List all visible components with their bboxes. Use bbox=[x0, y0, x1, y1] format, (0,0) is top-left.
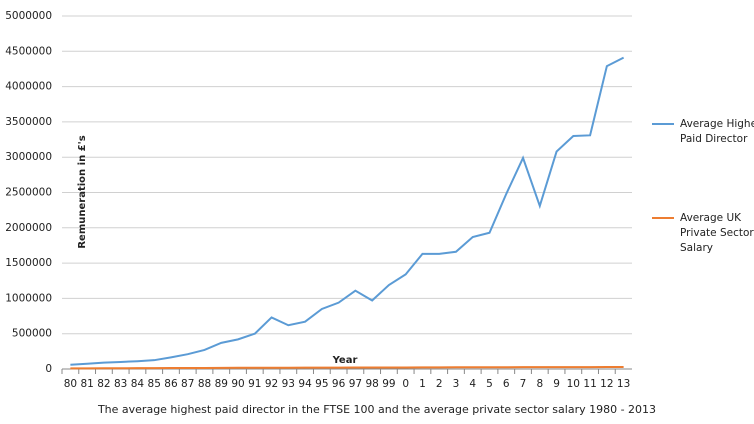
x-axis-label: Year bbox=[332, 355, 358, 366]
x-tick-label: 91 bbox=[248, 378, 261, 390]
x-tick-label: 7 bbox=[520, 378, 527, 390]
x-tick-label: 2 bbox=[436, 378, 443, 390]
y-tick-label: 1500000 bbox=[5, 257, 52, 269]
y-tick-label: 2000000 bbox=[5, 222, 52, 234]
series-line bbox=[70, 56, 625, 366]
x-tick-label: 81 bbox=[80, 378, 93, 390]
legend-label: Average Highest Paid Director bbox=[680, 118, 754, 145]
x-tick-label: 6 bbox=[503, 378, 510, 390]
x-tick-label: 82 bbox=[97, 378, 110, 390]
x-tick-label: 0 bbox=[402, 378, 409, 390]
x-tick-label: 93 bbox=[282, 378, 295, 390]
y-axis-label: Remuneration in £'s bbox=[77, 135, 88, 248]
x-tick-label: 99 bbox=[382, 378, 395, 390]
x-tick-label: 8 bbox=[536, 378, 543, 390]
x-tick-label: 88 bbox=[198, 378, 211, 390]
x-tick-label: 4 bbox=[469, 378, 476, 390]
x-tick-label: 3 bbox=[453, 378, 460, 390]
y-tick-label: 3000000 bbox=[5, 151, 52, 163]
x-tick-label: 83 bbox=[114, 378, 127, 390]
x-tick-label: 87 bbox=[181, 378, 194, 390]
x-tick-label: 96 bbox=[332, 378, 346, 390]
x-tick-label: 89 bbox=[215, 378, 228, 390]
x-tick-label: 98 bbox=[365, 378, 378, 390]
x-tick-label: 5 bbox=[486, 378, 493, 390]
x-tick-label: 94 bbox=[298, 378, 312, 390]
y-tick-label: 4500000 bbox=[5, 45, 52, 57]
x-tick-label: 80 bbox=[64, 378, 77, 390]
y-tick-label: 2500000 bbox=[5, 187, 52, 199]
series-line bbox=[70, 366, 624, 370]
x-tick-label: 97 bbox=[349, 378, 362, 390]
y-tick-label: 500000 bbox=[12, 328, 52, 340]
x-tick-label: 13 bbox=[617, 378, 630, 390]
legend-label: Average UK Private Sector Salary bbox=[680, 212, 754, 254]
x-tick-label: 86 bbox=[164, 378, 178, 390]
x-tick-label: 85 bbox=[148, 378, 161, 390]
y-tick-label: 5000000 bbox=[5, 10, 52, 22]
x-tick-label: 90 bbox=[231, 378, 244, 390]
x-tick-label: 10 bbox=[567, 378, 580, 390]
x-tick-label: 95 bbox=[315, 378, 328, 390]
x-tick-label: 1 bbox=[419, 378, 426, 390]
x-tick-label: 11 bbox=[583, 378, 596, 390]
caption: The average highest paid director in the… bbox=[97, 403, 656, 416]
x-tick-label: 9 bbox=[553, 378, 560, 390]
x-tick-label: 12 bbox=[600, 378, 613, 390]
x-tick-label: 92 bbox=[265, 378, 278, 390]
x-tick-label: 84 bbox=[131, 378, 145, 390]
y-tick-label: 4000000 bbox=[5, 81, 52, 93]
y-tick-label: 0 bbox=[45, 363, 52, 375]
y-tick-label: 1000000 bbox=[5, 292, 52, 304]
y-tick-label: 3500000 bbox=[5, 116, 52, 128]
